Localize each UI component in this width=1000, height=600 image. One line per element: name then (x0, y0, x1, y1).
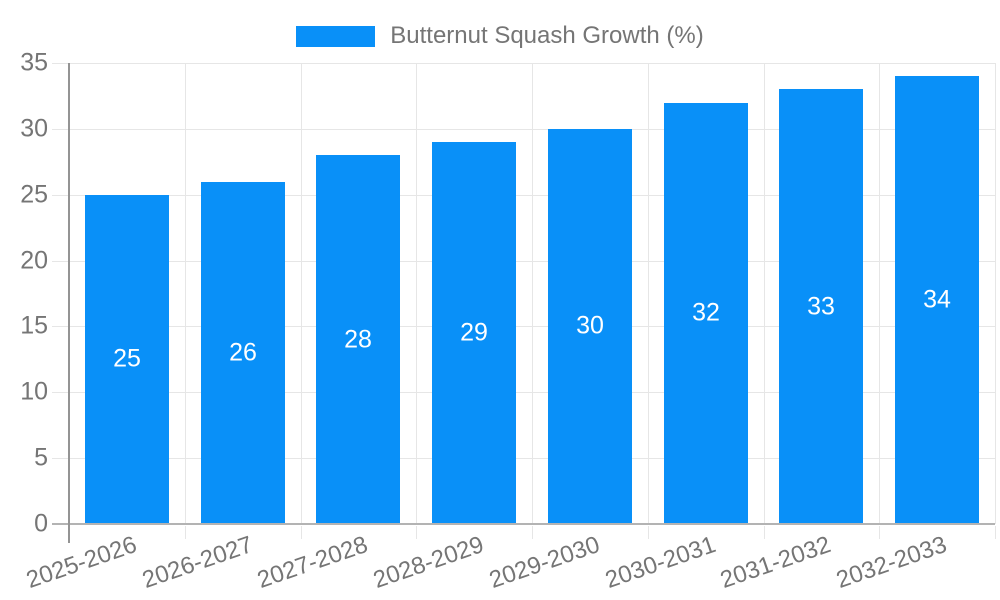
x-axis-tick (532, 526, 533, 539)
gridline-vertical (185, 63, 186, 524)
bar-value-label: 30 (576, 311, 604, 340)
x-axis-line (52, 523, 995, 525)
bar-value-label: 28 (344, 325, 372, 354)
legend-label: Butternut Squash Growth (%) (390, 22, 704, 49)
bar-value-label: 32 (692, 298, 720, 327)
x-axis-label: 2029-2030 (486, 531, 604, 594)
x-axis-tick (185, 526, 186, 539)
bar-value-label: 33 (807, 292, 835, 321)
bar-2029-2030[interactable] (548, 129, 632, 523)
x-axis-label: 2026-2027 (139, 531, 257, 594)
y-axis-tick-label: 35 (20, 48, 48, 77)
x-axis-tick (648, 526, 649, 539)
gridline-vertical (532, 63, 533, 524)
gridline-horizontal (52, 326, 995, 327)
legend-swatch (296, 25, 376, 47)
y-axis-tick-label: 20 (20, 246, 48, 275)
bar-value-label: 29 (460, 318, 488, 347)
x-axis-label: 2030-2031 (602, 531, 720, 594)
bar-2031-2032[interactable] (779, 89, 863, 523)
gridline-vertical (648, 63, 649, 524)
bar-2026-2027[interactable] (201, 182, 285, 523)
y-axis-tick-label: 0 (34, 509, 48, 538)
bar-2025-2026[interactable] (85, 195, 169, 523)
x-axis-label: 2025-2026 (23, 531, 141, 594)
y-axis-line (68, 63, 70, 543)
x-axis-tick (764, 526, 765, 539)
y-axis-tick-label: 15 (20, 311, 48, 340)
x-axis-tick (995, 526, 996, 539)
y-axis-tick-label: 30 (20, 114, 48, 143)
gridline-horizontal (52, 261, 995, 262)
gridline-horizontal (52, 63, 995, 64)
y-axis-tick-label: 5 (34, 443, 48, 472)
bar-value-label: 25 (113, 344, 141, 373)
bar-value-label: 26 (229, 338, 257, 367)
legend: Butternut Squash Growth (%) (0, 22, 1000, 49)
gridline-vertical (301, 63, 302, 524)
gridline-vertical (879, 63, 880, 524)
x-axis-tick (416, 526, 417, 539)
gridline-vertical (416, 63, 417, 524)
gridline-vertical (995, 63, 996, 524)
x-axis-tick (879, 526, 880, 539)
bar-2030-2031[interactable] (664, 103, 748, 523)
y-axis-tick-label: 25 (20, 180, 48, 209)
y-axis-tick-label: 10 (20, 377, 48, 406)
bar-value-label: 34 (923, 285, 951, 314)
x-axis-label: 2028-2029 (370, 531, 488, 594)
bar-2032-2033[interactable] (895, 76, 979, 523)
x-axis-label: 2027-2028 (254, 531, 372, 594)
gridline-horizontal (52, 129, 995, 130)
x-axis-label: 2031-2032 (717, 531, 835, 594)
bar-2027-2028[interactable] (316, 155, 400, 523)
x-axis-tick (301, 526, 302, 539)
gridline-horizontal (52, 392, 995, 393)
bar-2028-2029[interactable] (432, 142, 516, 523)
gridline-horizontal (52, 195, 995, 196)
gridline-horizontal (52, 458, 995, 459)
x-axis-label: 2032-2033 (833, 531, 951, 594)
gridline-vertical (764, 63, 765, 524)
